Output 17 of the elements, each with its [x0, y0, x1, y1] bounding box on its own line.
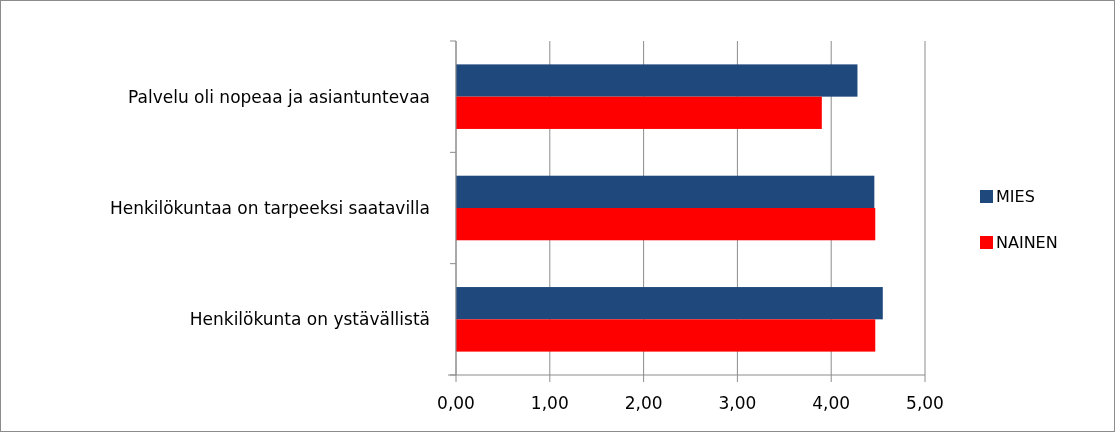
- y-tick-label: Palvelu oli nopeaa ja asiantuntevaa: [128, 86, 430, 107]
- legend-label: MIES: [996, 187, 1035, 206]
- bar: [456, 175, 875, 208]
- bar: [456, 319, 876, 352]
- x-tick-label: 0,00: [437, 393, 475, 413]
- bar: [456, 96, 822, 129]
- bar: [456, 208, 876, 241]
- legend-label: NAINEN: [996, 233, 1058, 252]
- x-tick-label: 1,00: [530, 393, 569, 413]
- x-tick-label: 4,00: [812, 393, 851, 413]
- bar: [456, 287, 883, 320]
- x-tick-label: 2,00: [624, 393, 663, 413]
- y-tick-label: Henkilökuntaa on tarpeeksi saatavilla: [109, 198, 430, 218]
- x-tick-label: 3,00: [718, 393, 757, 413]
- x-tick-label: 5,00: [906, 393, 944, 413]
- bar: [456, 64, 858, 97]
- y-tick-label: Henkilökunta on ystävällistä: [189, 309, 430, 330]
